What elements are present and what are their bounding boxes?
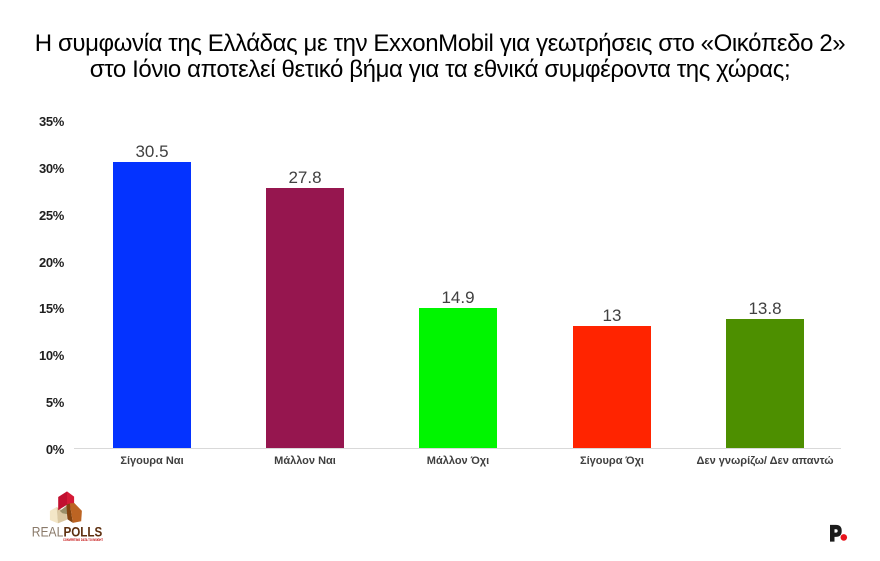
- svg-text:POLLS: POLLS: [64, 525, 103, 540]
- svg-text:REAL: REAL: [32, 525, 64, 540]
- svg-text:CONVERTING DATA TO INSIGHT: CONVERTING DATA TO INSIGHT: [63, 538, 104, 542]
